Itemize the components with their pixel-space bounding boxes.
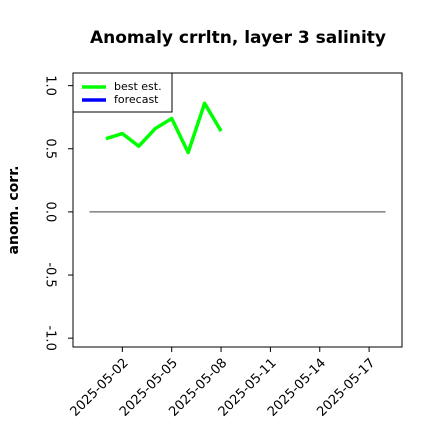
y-axis-label: anom. corr. [6, 166, 22, 255]
plot-frame [72, 72, 403, 348]
legend-box [72, 72, 173, 113]
y-tick-label: -0.5 [43, 262, 58, 287]
legend-label: forecast [114, 93, 159, 106]
y-tick-label: -1.0 [43, 325, 58, 350]
y-tick-label: 0.5 [43, 138, 58, 159]
y-tick-label: 0.0 [43, 202, 58, 223]
series-line [105, 101, 223, 155]
y-tick-label: 1.0 [43, 75, 58, 96]
chart-title: Anomaly crrltn, layer 3 salinity [90, 28, 386, 48]
legend-label: best est. [114, 80, 162, 93]
